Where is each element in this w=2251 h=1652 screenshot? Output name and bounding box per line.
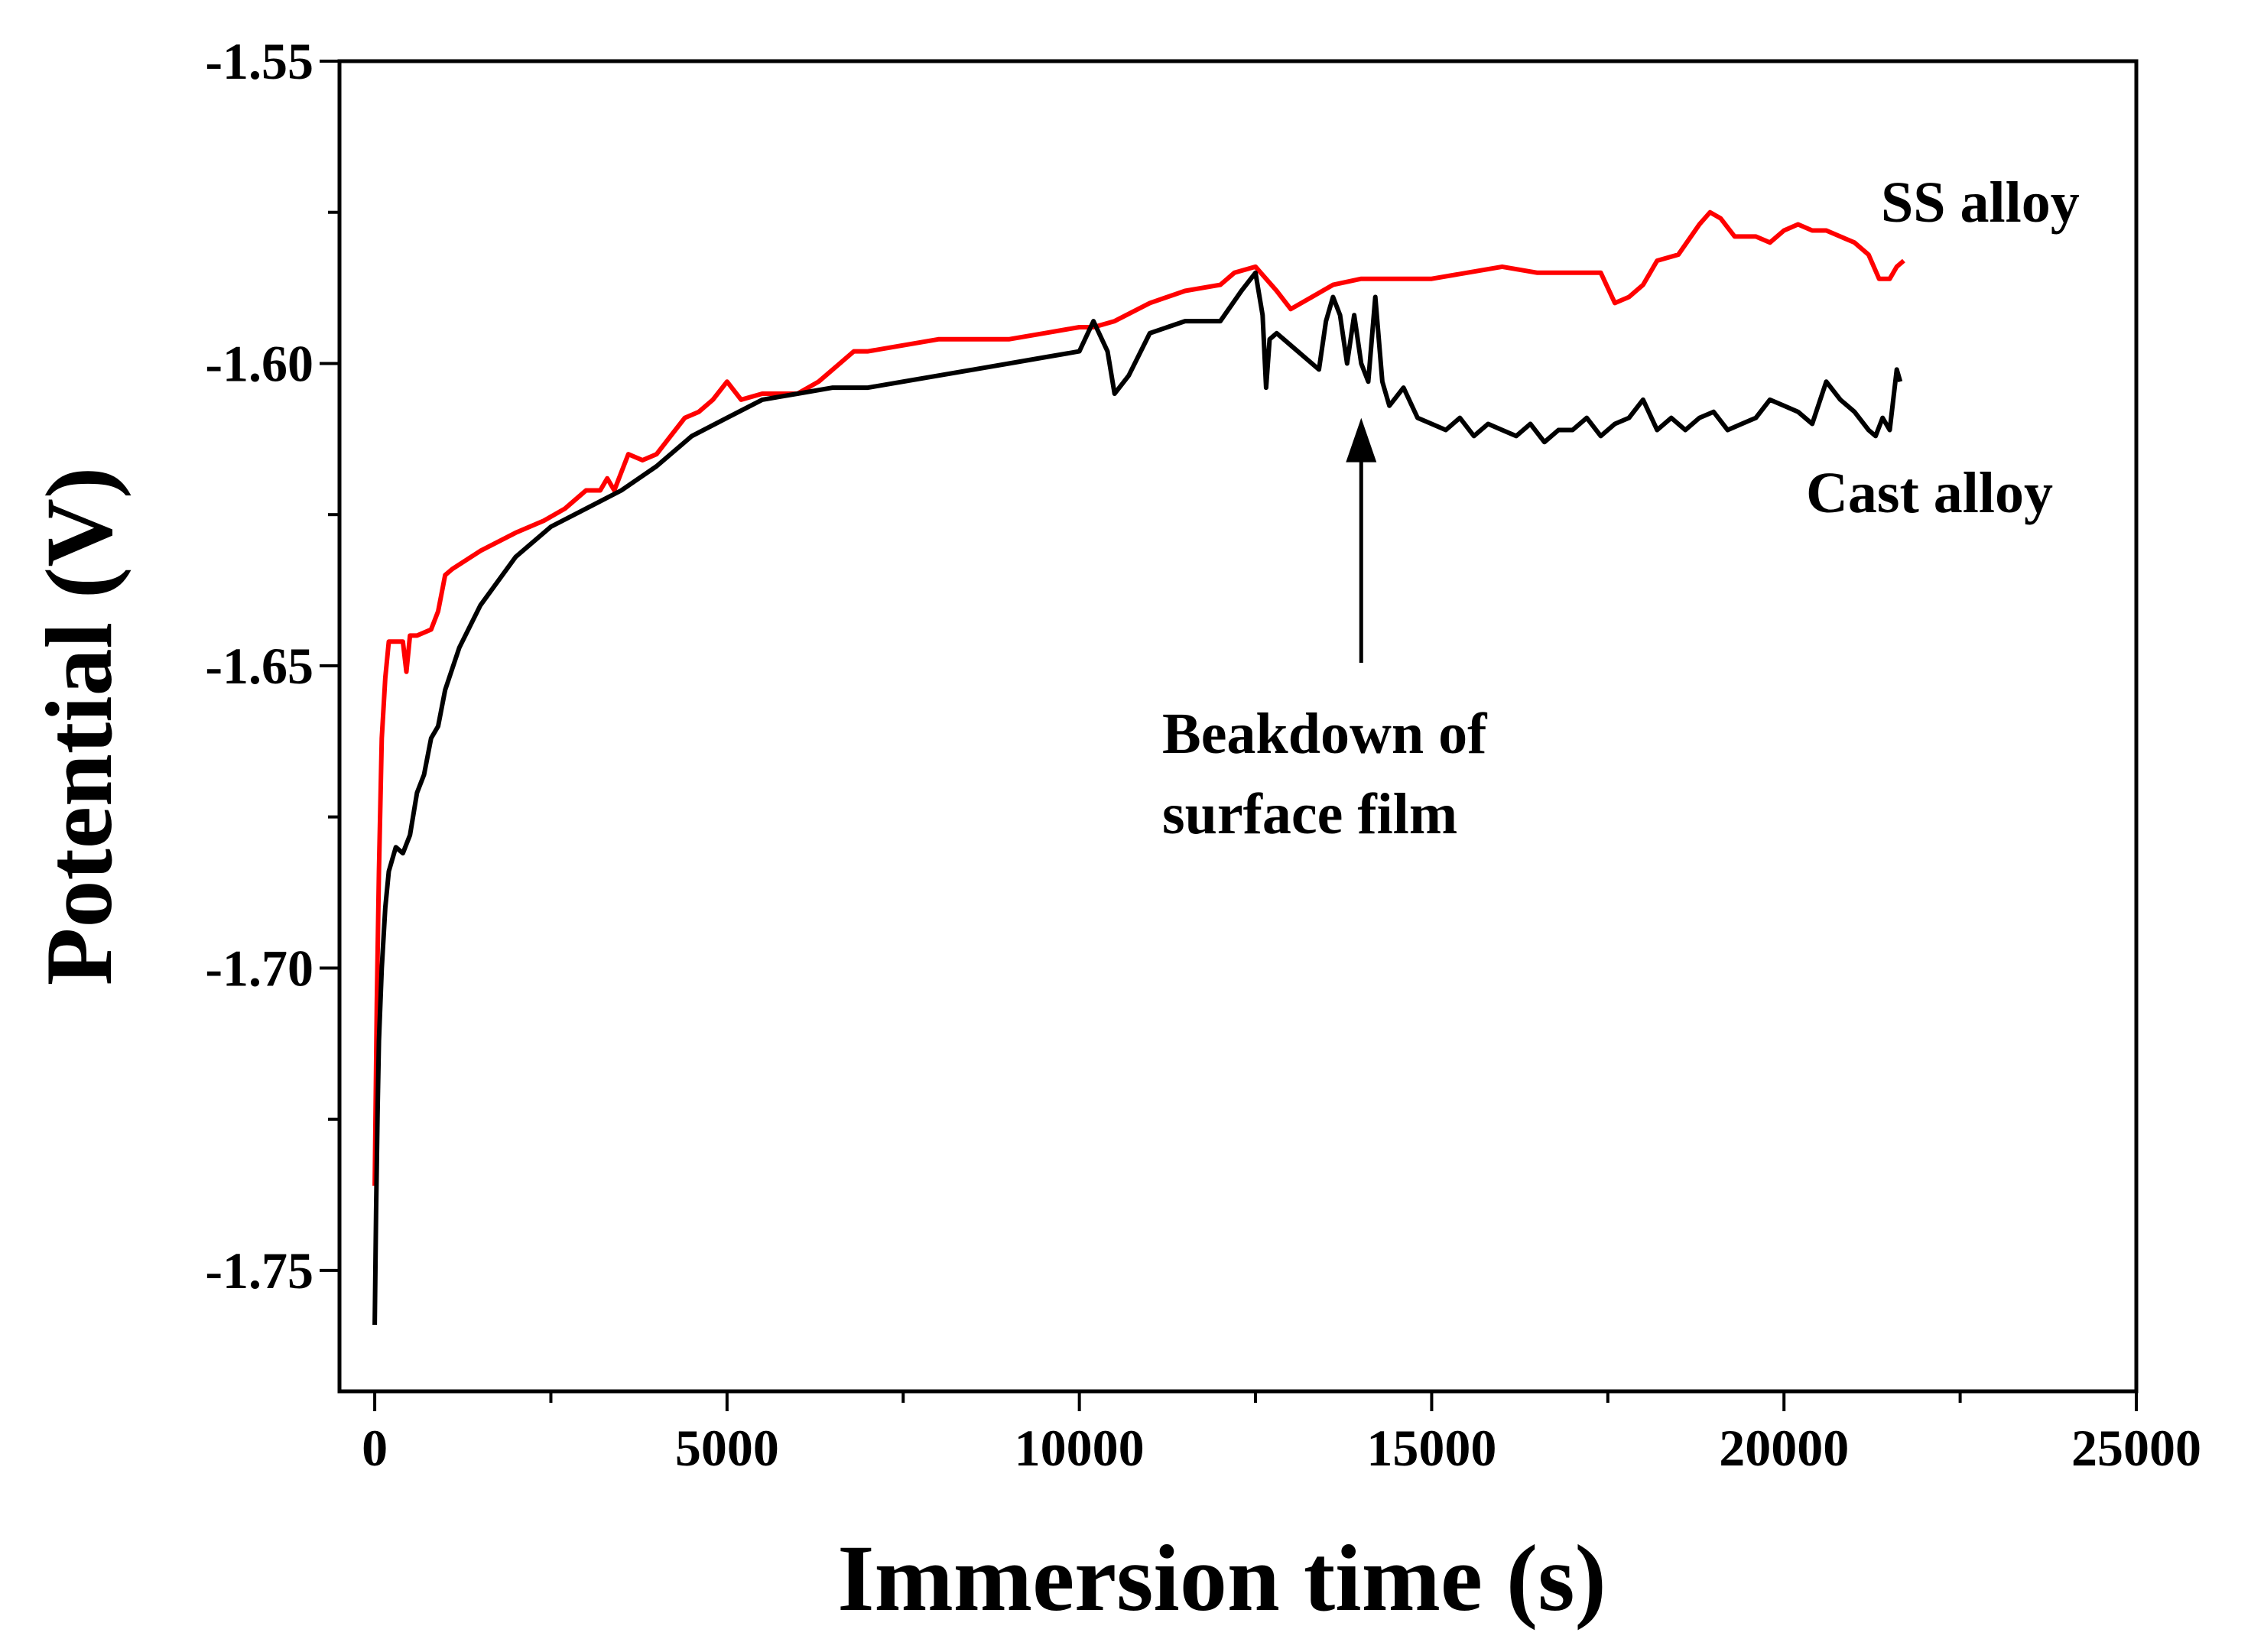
y-tick-label: -1.70 <box>205 939 313 997</box>
x-tick-label: 0 <box>362 1419 388 1477</box>
breakdown-annotation-line1: Beakdown of <box>1162 702 1488 766</box>
breakdown-arrow <box>1346 417 1377 663</box>
x-tick-label: 5000 <box>675 1419 779 1477</box>
breakdown-annotation-line2: surface film <box>1162 782 1457 846</box>
ss-alloy-label: SS alloy <box>1881 170 2080 235</box>
cast-alloy-line <box>372 270 1903 1326</box>
y-tick-label: -1.65 <box>205 637 313 695</box>
x-tick-label: 20000 <box>1719 1419 1849 1477</box>
plot-frame <box>337 59 2139 1394</box>
y-tick-label: -1.55 <box>205 32 313 90</box>
ss-alloy-line <box>372 209 1905 1186</box>
y-tick-label: -1.60 <box>205 334 313 392</box>
x-tick-label: 25000 <box>2071 1419 2201 1477</box>
data-series <box>372 209 1905 1326</box>
cast-alloy-label: Cast alloy <box>1806 461 2053 525</box>
x-axis-title: Immersion time (s) <box>837 1526 1606 1631</box>
y-tick-labels: -1.55 -1.60 -1.65 -1.70 -1.75 <box>205 32 313 1300</box>
breakdown-arrow-head <box>1346 417 1377 462</box>
x-tick-labels: 0 5000 10000 15000 20000 25000 <box>362 1419 2201 1477</box>
x-tick-label: 15000 <box>1366 1419 1496 1477</box>
y-tick-label: -1.75 <box>205 1241 313 1300</box>
x-tick-label: 10000 <box>1015 1419 1145 1477</box>
y-axis-title: Potential (V) <box>27 467 132 985</box>
